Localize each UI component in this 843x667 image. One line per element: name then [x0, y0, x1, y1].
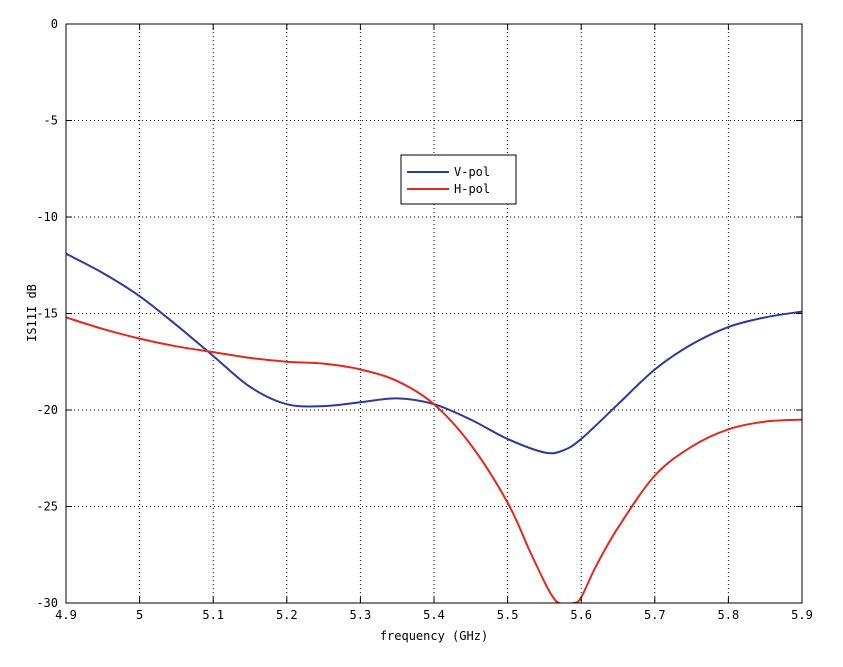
- x-tick-label: 5: [136, 608, 143, 622]
- x-tick-labels: 4.9 5 5.1 5.2 5.3 5.4 5.5 5.6 5.7 5.8 5.9: [55, 608, 813, 622]
- grid: [66, 24, 802, 603]
- x-tick-label: 5.4: [423, 608, 445, 622]
- y-tick-label: -15: [36, 307, 58, 321]
- x-tick-label: 5.3: [350, 608, 372, 622]
- x-axis-label: frequency (GHz): [380, 629, 488, 643]
- y-tick-label: -5: [44, 114, 58, 128]
- series-layer: [66, 252, 802, 603]
- x-tick-label: 5.7: [644, 608, 666, 622]
- x-tick-label: 5.9: [791, 608, 813, 622]
- y-tick-label: -30: [36, 596, 58, 610]
- y-tick-label: -25: [36, 500, 58, 514]
- x-tick-label: 5.8: [718, 608, 740, 622]
- x-tick-label: 4.9: [55, 608, 77, 622]
- y-tick-label: 0: [51, 17, 58, 31]
- x-tick-label: 5.1: [202, 608, 224, 622]
- y-tick-label: -20: [36, 403, 58, 417]
- legend-box: [400, 154, 517, 205]
- legend-label-v-pol: V-pol: [454, 165, 490, 179]
- series-line-v-pol: [66, 252, 802, 455]
- x-tick-label: 5.2: [276, 608, 298, 622]
- legend: V-pol H-pol: [400, 154, 517, 205]
- series-line-h-pol: [66, 316, 802, 603]
- ticks: [65, 23, 803, 604]
- x-tick-label: 5.6: [570, 608, 592, 622]
- x-tick-label: 5.5: [497, 608, 519, 622]
- y-axis-label: IS11I dB: [25, 284, 39, 342]
- y-tick-label: -10: [36, 210, 58, 224]
- y-tick-labels: 0 -5 -10 -15 -20 -25 -30: [36, 17, 58, 610]
- legend-label-h-pol: H-pol: [454, 182, 490, 196]
